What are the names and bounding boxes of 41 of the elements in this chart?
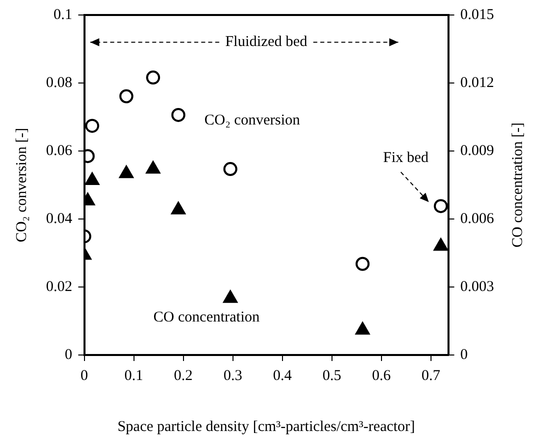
point <box>434 199 448 214</box>
y-tick-label: 0.1 <box>54 6 72 23</box>
y-tick-label: 0 <box>64 346 72 363</box>
y-tick-label: 0.08 <box>46 74 72 91</box>
series-label: CO₂ conversion <box>204 112 300 128</box>
y-tick-label: 0.04 <box>46 210 73 227</box>
point <box>146 70 160 85</box>
y2-tick-label: 0 <box>460 346 468 363</box>
y2-tick-label: 0.006 <box>460 210 494 227</box>
point <box>355 322 370 335</box>
x-tick-label: 0.3 <box>223 368 242 384</box>
point <box>433 238 448 251</box>
y2-tick-label: 0.009 <box>460 142 494 159</box>
y2-tick-label: 0.015 <box>460 6 494 23</box>
point <box>85 118 100 133</box>
y-axis-title: CO₂ conversion [-] <box>14 128 30 242</box>
point <box>171 108 186 122</box>
y-tick-label: 0.06 <box>46 142 73 159</box>
x-tick-label: 0 <box>80 368 88 384</box>
x-axis-title: Space particle density [cm³-particles/cm³-reactor] <box>117 418 416 435</box>
point <box>356 256 370 271</box>
annotation: Fix bed <box>383 150 430 166</box>
annotation: Fluidized bed <box>225 34 308 50</box>
y2-tick-label: 0.003 <box>460 278 494 295</box>
point <box>170 201 186 214</box>
point <box>84 172 100 185</box>
point <box>222 290 238 303</box>
y2-tick-label: 0.012 <box>460 74 494 91</box>
y2-axis-title: CO concentration [-] <box>510 122 526 248</box>
x-tick-label: 0.6 <box>372 368 392 384</box>
x-tick-label: 0.7 <box>422 368 441 384</box>
point <box>146 160 161 174</box>
x-tick-label: 0.1 <box>124 368 144 384</box>
x-tick-label: 0.5 <box>322 368 342 384</box>
x-tick-label: 0.2 <box>174 368 193 384</box>
point <box>223 162 238 176</box>
y-tick-label: 0.02 <box>46 278 72 295</box>
point <box>119 89 134 104</box>
series-label: CO concentration <box>153 310 260 326</box>
x-tick-label: 0.4 <box>272 368 292 384</box>
point <box>118 165 134 178</box>
